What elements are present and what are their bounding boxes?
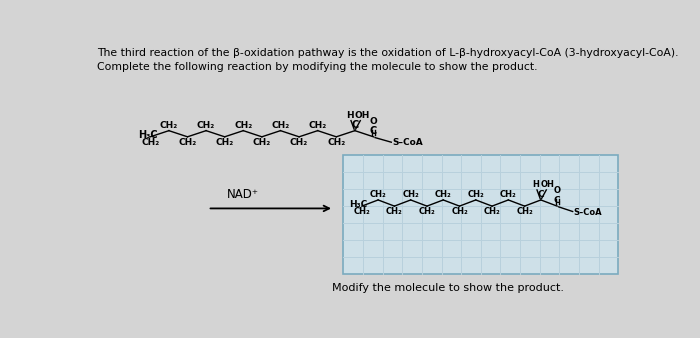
Text: S–CoA: S–CoA bbox=[573, 208, 602, 217]
Bar bbox=[343, 154, 618, 274]
Text: CH₂: CH₂ bbox=[419, 207, 435, 216]
Text: H₃C: H₃C bbox=[138, 130, 158, 140]
Text: CH₂: CH₂ bbox=[178, 138, 197, 147]
Text: The third reaction of the β-oxidation pathway is the oxidation of L-β-hydroxyacy: The third reaction of the β-oxidation pa… bbox=[97, 48, 678, 58]
Text: OH: OH bbox=[354, 111, 370, 120]
Text: C: C bbox=[554, 196, 561, 206]
Text: CH₂: CH₂ bbox=[402, 190, 419, 199]
Text: CH₂: CH₂ bbox=[468, 190, 484, 199]
Text: O: O bbox=[554, 186, 561, 195]
Text: S–CoA: S–CoA bbox=[392, 139, 423, 147]
Text: C: C bbox=[370, 126, 377, 136]
Text: CH₂: CH₂ bbox=[370, 190, 386, 199]
Text: H: H bbox=[346, 111, 354, 120]
Text: CH₂: CH₂ bbox=[451, 207, 468, 216]
Text: CH₂: CH₂ bbox=[354, 207, 370, 216]
Text: CH₂: CH₂ bbox=[500, 190, 517, 199]
Text: CH₂: CH₂ bbox=[435, 190, 452, 199]
Text: C: C bbox=[351, 120, 358, 130]
Text: CH₂: CH₂ bbox=[484, 207, 500, 216]
Text: CH₂: CH₂ bbox=[141, 138, 160, 147]
Text: CH₂: CH₂ bbox=[290, 138, 308, 147]
Text: OH: OH bbox=[541, 180, 555, 189]
Text: NAD⁺: NAD⁺ bbox=[227, 188, 258, 201]
Text: CH₂: CH₂ bbox=[309, 121, 327, 130]
Text: CH₂: CH₂ bbox=[197, 121, 215, 130]
Text: CH₂: CH₂ bbox=[516, 207, 533, 216]
Text: CH₂: CH₂ bbox=[216, 138, 234, 147]
Text: CH₂: CH₂ bbox=[272, 121, 290, 130]
Text: C: C bbox=[538, 190, 544, 199]
Text: H: H bbox=[532, 180, 539, 189]
Text: CH₂: CH₂ bbox=[160, 121, 178, 130]
Text: Complete the following reaction by modifying the molecule to show the product.: Complete the following reaction by modif… bbox=[97, 62, 538, 72]
Text: CH₂: CH₂ bbox=[327, 138, 345, 147]
Text: H₃C: H₃C bbox=[349, 200, 368, 209]
Text: CH₂: CH₂ bbox=[253, 138, 271, 147]
Text: CH₂: CH₂ bbox=[234, 121, 253, 130]
Text: Modify the molecule to show the product.: Modify the molecule to show the product. bbox=[332, 283, 564, 293]
Text: CH₂: CH₂ bbox=[386, 207, 402, 216]
Text: O: O bbox=[370, 117, 377, 126]
